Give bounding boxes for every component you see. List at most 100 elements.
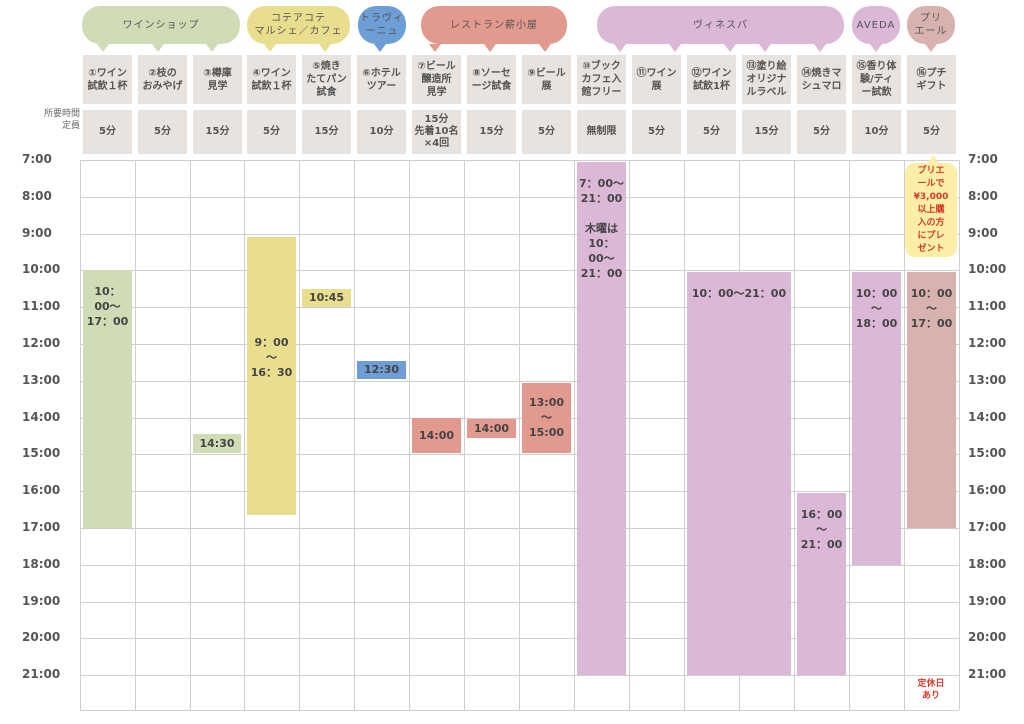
time-label-left: 14:00 — [22, 410, 61, 424]
gift-condition-note: プリエ ールで ¥3,000 以上購 入の方 にプレ ゼント — [905, 163, 957, 257]
time-label-right: 17:00 — [968, 520, 1007, 534]
bubble-tail — [429, 44, 441, 52]
bubble-tail — [669, 44, 681, 52]
bubble-tail — [539, 44, 551, 52]
activity-header: ⑫ワイン 試飲1杯 — [687, 55, 736, 104]
duration-cell: 10分 — [357, 110, 406, 154]
activity-header: ②枝の おみやげ — [138, 55, 187, 104]
duration-cell: 5分 — [797, 110, 846, 154]
time-label-right: 18:00 — [968, 557, 1007, 571]
duration-cell: 5分 — [138, 110, 187, 154]
duration-cell: 10分 — [852, 110, 901, 154]
group-bubble-aveda: AVEDA — [852, 6, 900, 44]
time-label-left: 10:00 — [22, 262, 61, 276]
schedule-block: 14:00 — [467, 419, 516, 438]
grid-line-column — [409, 160, 410, 710]
grid-line-column — [80, 160, 81, 710]
activity-header: ⑬塗り絵 オリジナ ルラベル — [742, 55, 791, 104]
grid-line-column — [190, 160, 191, 710]
time-label-left: 15:00 — [22, 446, 61, 460]
grid-line-column — [629, 160, 630, 710]
time-label-left: 21:00 — [22, 667, 61, 681]
activity-header: ③樽庫 見学 — [193, 55, 242, 104]
duration-cell: 5分 — [83, 110, 132, 154]
activity-header: ⑧ソーセ ージ試食 — [467, 55, 516, 104]
schedule-block: 10：00〜17：00 — [83, 270, 132, 528]
duration-cell: 5分 — [907, 110, 956, 154]
activity-header: ④ワイン 試飲１杯 — [247, 55, 296, 104]
activity-header: ⑩ブック カフェ入 館フリー — [577, 55, 626, 104]
duration-cell: 5分 — [522, 110, 571, 154]
time-label-right: 14:00 — [968, 410, 1007, 424]
group-bubble-vinesba: ヴィネスパ — [597, 6, 844, 44]
time-label-left: 13:00 — [22, 373, 61, 387]
bubble-tail — [206, 44, 218, 52]
group-bubble-priere: プリ エール — [907, 6, 955, 44]
schedule-block: 13:00 〜 15:00 — [522, 382, 571, 453]
bubble-tail — [814, 44, 826, 52]
duration-cell: 無制限 — [577, 110, 626, 154]
time-label-right: 16:00 — [968, 483, 1007, 497]
time-label-left: 19:00 — [22, 594, 61, 608]
activity-header: ⑮香り体 験/ティ ー試飲 — [852, 55, 901, 104]
grid-line-column — [464, 160, 465, 710]
bubble-tail — [484, 44, 496, 52]
grid-line-column — [684, 160, 685, 710]
group-bubble-wine-shop: ワインショップ — [82, 6, 240, 44]
time-label-right: 10:00 — [968, 262, 1007, 276]
time-label-right: 15:00 — [968, 446, 1007, 460]
bubble-tail — [759, 44, 771, 52]
group-bubble-restaurant: レストラン薪小屋 — [421, 6, 567, 44]
grid-line-column — [574, 160, 575, 710]
activity-header: ⑯プチ ギフト — [907, 55, 956, 104]
grid-line-column — [904, 160, 905, 710]
time-label-right: 12:00 — [968, 336, 1007, 350]
closed-day-note: 定休日 あり — [917, 679, 945, 701]
time-label-left: 9:00 — [22, 226, 52, 240]
time-label-right: 8:00 — [968, 189, 998, 203]
activity-header: ⑦ビール 醸造所 見学 — [412, 55, 461, 104]
duration-cell: 5分 — [687, 110, 736, 154]
grid-line-column — [849, 160, 850, 710]
activity-header: ⑤焼き たてパン 試食 — [302, 55, 351, 104]
schedule-block: 12:30 — [357, 360, 406, 379]
bubble-tail — [374, 44, 386, 52]
grid-line-column — [794, 160, 795, 710]
time-label-left: 8:00 — [22, 189, 52, 203]
schedule-block: 14:00 — [412, 417, 461, 453]
grid-line-column — [354, 160, 355, 710]
note-tail — [928, 155, 938, 163]
grid-line-bottom — [80, 710, 959, 711]
schedule-block: 9：00 〜 16：30 — [247, 237, 296, 516]
time-label-left: 20:00 — [22, 630, 61, 644]
time-label-right: 7:00 — [968, 152, 998, 166]
schedule-block: 10:45 — [302, 288, 351, 308]
schedule-block: 14:30 — [193, 434, 241, 453]
duration-cell: 5分 — [632, 110, 681, 154]
time-label-left: 16:00 — [22, 483, 61, 497]
time-label-right: 11:00 — [968, 299, 1007, 313]
required-time-label: 所要時間 定員 — [43, 109, 80, 131]
bubble-tail — [870, 44, 882, 52]
time-label-left: 12:00 — [22, 336, 61, 350]
duration-cell: 5分 — [247, 110, 296, 154]
bubble-tail — [319, 44, 331, 52]
duration-cell: 15分 先着10名 ×4回 — [412, 110, 461, 154]
activity-header: ⑭焼きマ シュマロ — [797, 55, 846, 104]
time-label-left: 18:00 — [22, 557, 61, 571]
time-label-left: 11:00 — [22, 299, 61, 313]
duration-cell: 15分 — [302, 110, 351, 154]
time-label-left: 17:00 — [22, 520, 61, 534]
time-label-right: 21:00 — [968, 667, 1007, 681]
activity-header: ⑪ワイン 展 — [632, 55, 681, 104]
grid-line-column — [959, 160, 960, 710]
schedule-block: 16：00 〜 21：00 — [797, 493, 846, 676]
activity-header: ⑨ビール 展 — [522, 55, 571, 104]
schedule-block: 7：00〜21：00 木曜は 10：00〜21：00 — [577, 161, 626, 676]
activity-header: ⑥ホテル ツアー — [357, 55, 406, 104]
group-bubble-travinu: トラヴィ ーニュ — [358, 6, 406, 44]
grid-line-column — [244, 160, 245, 710]
duration-cell: 15分 — [193, 110, 242, 154]
group-bubble-cotea: コテアコテ マルシェ／カフェ — [247, 6, 350, 44]
